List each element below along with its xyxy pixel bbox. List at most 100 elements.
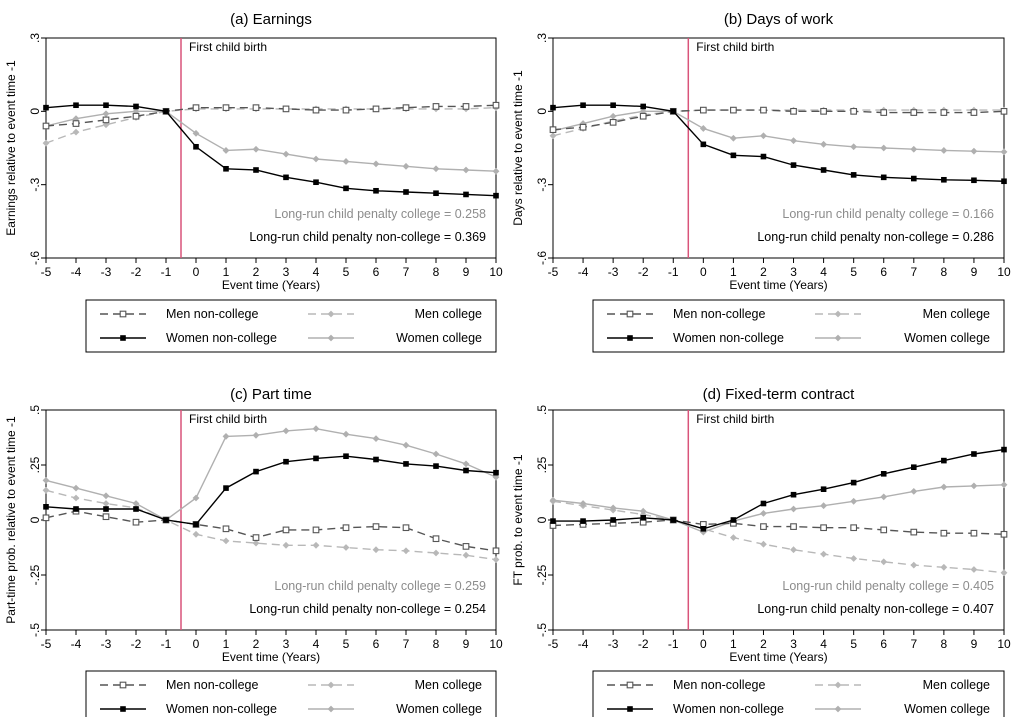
data-point — [820, 107, 827, 115]
x-tick-label: 3 — [790, 265, 797, 279]
series-women-non-college — [43, 102, 499, 199]
legend-label: Women non-college — [673, 702, 784, 716]
y-tick-label: -.3 — [28, 177, 42, 191]
data-point — [463, 467, 469, 474]
data-point — [730, 534, 737, 541]
chart-panel-4: (d) Fixed-term contract -.5 -.25 0 .25 .5 -5 -4… — [511, 386, 1011, 717]
y-tick-label: .3 — [535, 33, 549, 43]
legend-box — [592, 299, 1005, 353]
data-point — [252, 431, 260, 439]
series-line — [552, 110, 1005, 153]
x-tick-label: 7 — [910, 637, 917, 651]
data-point — [850, 524, 858, 532]
data-point — [971, 177, 977, 184]
data-point — [700, 526, 707, 532]
data-point — [342, 106, 350, 114]
data-point — [971, 451, 977, 457]
x-tick-label: 2 — [760, 265, 767, 279]
y-tick-label: -.25 — [28, 564, 42, 585]
legend-label: Men non-college — [673, 678, 765, 692]
legend-marker — [626, 681, 634, 689]
legend-marker — [119, 681, 127, 689]
data-point — [432, 535, 440, 543]
legend-label: Women college — [904, 702, 990, 716]
data-point — [372, 546, 380, 554]
y-tick-label: .25 — [28, 456, 42, 473]
data-point — [940, 109, 948, 116]
data-point — [760, 523, 767, 530]
legend-label: Women college — [904, 331, 990, 345]
x-tick-label: -4 — [71, 265, 82, 279]
data-point — [970, 566, 978, 573]
data-point — [970, 147, 978, 155]
series-women-non-college — [43, 453, 499, 528]
series-line — [552, 109, 1005, 131]
x-tick-label: 1 — [730, 265, 737, 279]
data-point — [880, 526, 888, 534]
data-point — [373, 187, 379, 194]
data-point — [102, 110, 110, 118]
data-point — [910, 109, 918, 116]
data-point — [253, 167, 259, 173]
data-point — [910, 145, 918, 153]
data-point — [549, 496, 557, 504]
x-tick-label: 0 — [700, 265, 707, 279]
data-point — [192, 104, 200, 112]
x-tick-label: 6 — [880, 265, 887, 279]
data-point — [850, 497, 858, 505]
legend-label: Women non-college — [673, 331, 784, 345]
data-point — [192, 530, 200, 538]
series-line — [45, 104, 497, 127]
data-point — [941, 457, 947, 464]
data-point — [790, 162, 797, 168]
data-point — [730, 106, 737, 114]
data-point — [1001, 446, 1007, 453]
data-point — [42, 486, 50, 494]
data-point — [312, 155, 320, 163]
data-point — [42, 477, 50, 484]
data-point — [103, 506, 109, 512]
x-tick-label: 5 — [850, 265, 857, 279]
legend-label: Women college — [396, 702, 482, 716]
x-tick-label: 8 — [941, 265, 948, 279]
data-point — [911, 464, 917, 470]
plot-frame — [45, 409, 497, 631]
data-point — [970, 109, 978, 116]
x-tick-label: -1 — [668, 265, 679, 279]
legend-marker — [327, 681, 335, 689]
x-tick-label: 5 — [343, 265, 350, 279]
series-women-college — [549, 107, 1008, 156]
data-point — [313, 455, 319, 462]
data-point — [880, 144, 888, 152]
legend-label: Men non-college — [166, 678, 258, 692]
data-point — [432, 549, 440, 557]
legend-marker — [626, 310, 634, 318]
data-point — [43, 504, 49, 510]
data-point — [432, 165, 440, 173]
data-point — [609, 504, 617, 512]
x-tick-label: 5 — [850, 637, 857, 651]
event-label: First child birth — [696, 412, 774, 426]
data-point — [462, 543, 470, 550]
data-point — [312, 425, 320, 433]
data-point — [462, 460, 470, 468]
data-point — [850, 107, 858, 115]
data-point — [403, 189, 409, 195]
series-line — [552, 500, 1005, 574]
x-tick-label: -2 — [638, 637, 649, 651]
data-point — [403, 461, 409, 467]
x-tick-label: 8 — [941, 637, 948, 651]
data-point — [580, 102, 586, 109]
x-tick-label: -3 — [101, 637, 112, 651]
data-point — [940, 563, 948, 571]
y-axis-label: Part-time prob. relative to event time -… — [4, 416, 18, 624]
data-point — [880, 174, 887, 181]
x-tick-label: 7 — [403, 265, 410, 279]
data-point — [432, 450, 440, 458]
legend-marker — [120, 706, 126, 712]
x-tick-label: -3 — [608, 265, 619, 279]
series-women-college — [549, 481, 1008, 536]
data-point — [699, 106, 707, 114]
x-tick-label: -4 — [578, 637, 589, 651]
y-axis-label: Days relative to event time -1 — [511, 70, 525, 226]
